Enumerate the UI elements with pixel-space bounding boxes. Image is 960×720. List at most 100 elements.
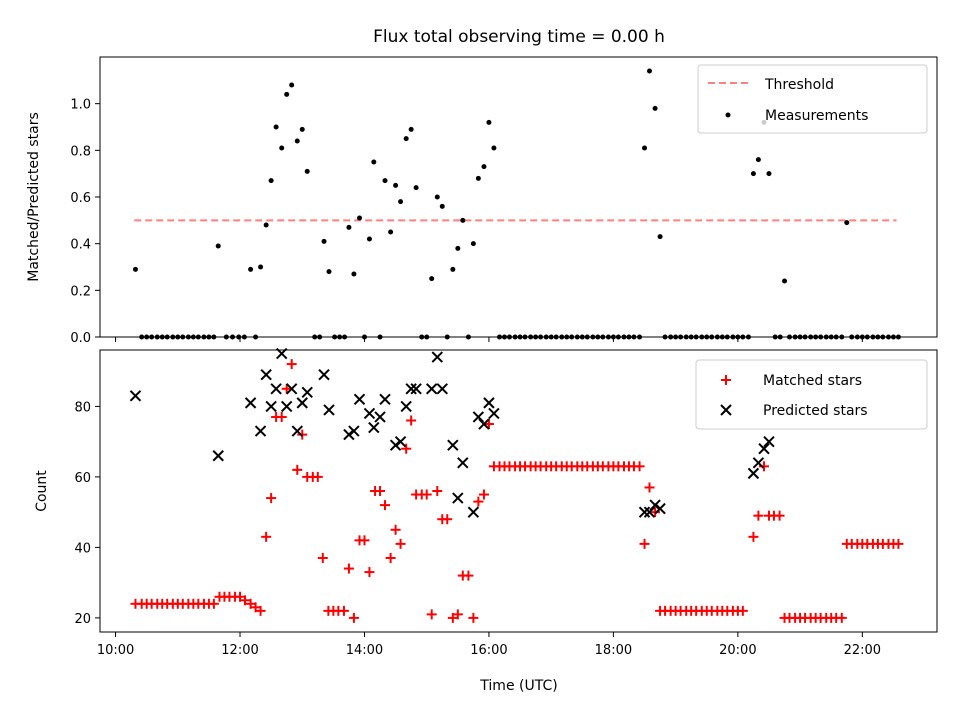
matched-star-point bbox=[348, 612, 359, 623]
measurement-point bbox=[429, 276, 435, 282]
predicted-star-b bbox=[483, 397, 495, 409]
top-y-tick-label: 0.8 bbox=[70, 144, 91, 159]
bottom-legend: Matched stars Predicted stars bbox=[695, 359, 928, 430]
bottom-x-axis-label: Time (UTC) bbox=[479, 678, 557, 694]
predicted-star-b bbox=[260, 368, 272, 381]
matched-star-point bbox=[390, 524, 401, 535]
matched-star-point bbox=[473, 496, 484, 507]
matched-star-point bbox=[261, 531, 272, 542]
predicted-star-point bbox=[353, 393, 366, 406]
predicted-star-point bbox=[447, 439, 459, 451]
top-plot-frame bbox=[99, 56, 938, 338]
predicted-star-point bbox=[405, 383, 417, 395]
matched-star-point bbox=[483, 419, 494, 430]
predicted-star-b bbox=[654, 502, 666, 515]
predicted-star-b bbox=[638, 506, 651, 518]
matched-star-point bbox=[317, 552, 328, 563]
predicted-star-b bbox=[353, 393, 366, 406]
measurement-point bbox=[434, 194, 440, 200]
matched-star-point bbox=[452, 609, 463, 620]
measurement-point bbox=[460, 217, 466, 223]
measurement-point bbox=[366, 236, 372, 242]
predicted-star-point bbox=[379, 393, 391, 406]
predicted-star-b bbox=[323, 404, 335, 416]
predicted-star-point bbox=[436, 383, 448, 395]
measurement-point bbox=[326, 269, 332, 275]
bottom-x-tick-label: 20:00 bbox=[719, 643, 756, 658]
predicted-star-b bbox=[270, 383, 282, 395]
measurement-point bbox=[652, 105, 658, 111]
bottom-y-tick-label: 20 bbox=[74, 612, 91, 627]
predicted-star-b bbox=[763, 435, 775, 448]
matched-star-point bbox=[286, 359, 297, 370]
top-y-ticks: 0.0 0.2 0.4 0.6 0.8 1.0 bbox=[70, 98, 100, 346]
predicted-star-b bbox=[296, 397, 308, 409]
predicted-star-b bbox=[254, 425, 267, 437]
predicted-star-point bbox=[254, 425, 267, 437]
matched-star-point bbox=[406, 415, 417, 426]
predicted-star-b bbox=[488, 407, 500, 420]
matched-star-point bbox=[401, 443, 412, 454]
predicted-star-b bbox=[436, 383, 448, 395]
predicted-star-point bbox=[129, 390, 142, 402]
predicted-star-b bbox=[758, 442, 770, 455]
predicted-star-b bbox=[752, 457, 765, 469]
matched-star-point bbox=[753, 510, 764, 521]
matched-star-point bbox=[836, 612, 847, 623]
predicted-star-point bbox=[638, 506, 651, 518]
matched-star-point bbox=[442, 514, 453, 525]
predicted-star-point bbox=[472, 411, 485, 423]
predicted-star-point bbox=[368, 421, 380, 434]
matched-star-point bbox=[463, 570, 474, 581]
measurement-point bbox=[439, 203, 445, 209]
matched-star-point bbox=[478, 489, 489, 500]
matched-star-point bbox=[426, 609, 437, 620]
chart-title: Flux total observing time = 0.00 h bbox=[373, 27, 665, 47]
matched-star-point bbox=[421, 489, 432, 500]
measurement-point bbox=[486, 119, 492, 125]
predicted-star-point bbox=[265, 400, 277, 413]
matched-star-point bbox=[255, 605, 266, 616]
measurement-point bbox=[263, 222, 269, 228]
predicted-star-point bbox=[643, 506, 656, 518]
predicted-star-b bbox=[244, 397, 257, 409]
predicted-star-b bbox=[400, 400, 412, 413]
measurement-point bbox=[371, 159, 377, 165]
measurement-point bbox=[284, 91, 290, 97]
bottom-plot-frame bbox=[99, 349, 938, 633]
predicted-star-point bbox=[374, 411, 386, 423]
legend-measurements-swatch bbox=[725, 112, 731, 118]
bottom-y-ticks: 20 40 60 80 bbox=[74, 400, 100, 627]
predicted-star-point bbox=[301, 386, 313, 399]
predicted-star-b bbox=[457, 457, 469, 469]
predicted-star-b bbox=[394, 435, 407, 448]
predicted-star-b bbox=[285, 383, 298, 395]
legend-matched-label: Matched stars bbox=[763, 373, 862, 389]
bottom-x-tick-label: 16:00 bbox=[470, 643, 507, 658]
matched-star-point bbox=[468, 612, 479, 623]
measurement-point bbox=[279, 145, 285, 151]
top-y-tick-label: 0.6 bbox=[70, 191, 91, 206]
legend-predicted-swatch bbox=[720, 404, 732, 416]
legend-matched-swatch bbox=[721, 375, 731, 385]
predicted-star-point bbox=[394, 435, 407, 448]
predicted-star-point bbox=[323, 404, 335, 416]
predicted-star-point bbox=[478, 418, 490, 430]
predicted-star-point bbox=[400, 400, 412, 413]
measurement-point bbox=[268, 178, 274, 184]
predicted-star-b bbox=[472, 411, 485, 423]
predicted-star-point bbox=[425, 383, 438, 395]
predicted-star-b bbox=[447, 439, 459, 451]
matched-star-point bbox=[634, 461, 645, 472]
predicted-star-b bbox=[643, 506, 656, 518]
predicted-star-point bbox=[348, 425, 360, 437]
measurement-point bbox=[481, 164, 487, 170]
measurement-point bbox=[750, 171, 756, 177]
bottom-x-tick-label: 18:00 bbox=[595, 643, 632, 658]
predicted-star-b bbox=[348, 425, 360, 437]
measurement-point bbox=[388, 229, 394, 235]
measurement-point bbox=[455, 245, 461, 251]
predicted-star-b bbox=[410, 383, 422, 395]
predicted-star-b bbox=[301, 386, 313, 399]
measurement-point bbox=[132, 266, 138, 272]
